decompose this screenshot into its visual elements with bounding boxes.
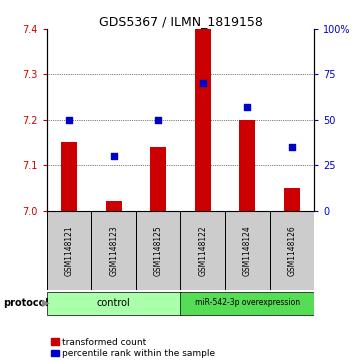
Text: GSM1148126: GSM1148126 <box>287 225 296 276</box>
Bar <box>47 211 91 290</box>
Bar <box>91 211 136 290</box>
Bar <box>284 188 300 211</box>
Point <box>244 104 250 110</box>
Bar <box>180 211 225 290</box>
Title: GDS5367 / ILMN_1819158: GDS5367 / ILMN_1819158 <box>99 15 262 28</box>
Bar <box>106 201 122 211</box>
Bar <box>151 147 166 211</box>
Bar <box>136 211 180 290</box>
Point <box>200 81 206 86</box>
Point <box>66 117 72 123</box>
Text: GSM1148123: GSM1148123 <box>109 225 118 276</box>
Text: miR-542-3p overexpression: miR-542-3p overexpression <box>195 298 300 307</box>
Point <box>289 144 295 150</box>
Text: ▶: ▶ <box>42 298 49 308</box>
Text: GSM1148124: GSM1148124 <box>243 225 252 276</box>
Bar <box>270 211 314 290</box>
Point <box>111 153 117 159</box>
Legend: transformed count, percentile rank within the sample: transformed count, percentile rank withi… <box>52 338 216 359</box>
Bar <box>239 120 255 211</box>
Bar <box>47 292 180 314</box>
Bar <box>195 29 210 211</box>
Bar <box>180 292 314 314</box>
Text: GSM1148125: GSM1148125 <box>154 225 163 276</box>
Text: protocol: protocol <box>4 298 49 308</box>
Bar <box>225 211 270 290</box>
Bar <box>61 142 77 211</box>
Text: GSM1148122: GSM1148122 <box>198 225 207 276</box>
Text: control: control <box>97 298 131 307</box>
Point <box>155 117 161 123</box>
Text: GSM1148121: GSM1148121 <box>65 225 74 276</box>
